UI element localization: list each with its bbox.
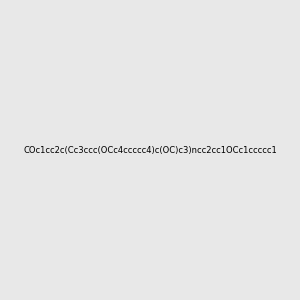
Text: COc1cc2c(Cc3ccc(OCc4ccccc4)c(OC)c3)ncc2cc1OCc1ccccc1: COc1cc2c(Cc3ccc(OCc4ccccc4)c(OC)c3)ncc2c… <box>23 146 277 154</box>
